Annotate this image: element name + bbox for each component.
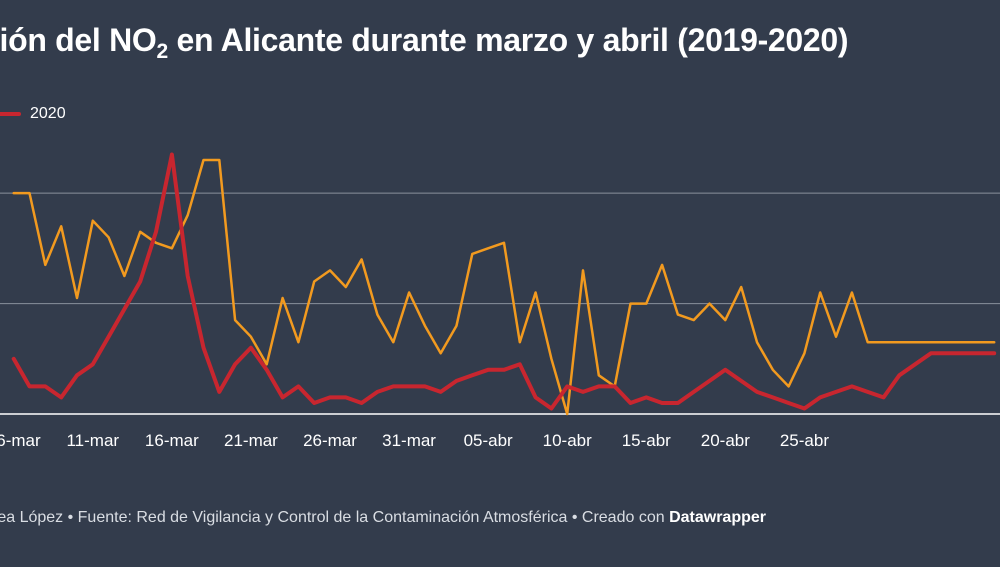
footer-text: rea López • Fuente: Red de Vigilancia y …: [0, 509, 670, 526]
legend-swatch-2020: [0, 112, 21, 116]
x-tick-label: 11-mar: [66, 431, 119, 450]
footer-brand: Datawrapper: [669, 509, 766, 526]
x-tick-label: 26-mar: [303, 431, 357, 450]
x-tick-label: 05-abr: [464, 431, 513, 450]
x-tick-label: 15-abr: [622, 431, 671, 450]
series-line-2019: [12, 158, 996, 416]
x-tick-label: 31-mar: [382, 431, 436, 450]
x-tick-label: 20-abr: [701, 431, 750, 450]
series-line-2020: [11, 152, 997, 411]
title-text-start: ción del NO: [0, 22, 157, 58]
x-tick-label: 16-mar: [145, 431, 199, 450]
title-subscript: 2: [156, 40, 169, 63]
legend: 2020: [0, 105, 66, 123]
x-tick-label: 21-mar: [224, 431, 278, 450]
x-tick-label: 10-abr: [543, 431, 592, 450]
x-tick-label: 25-abr: [780, 431, 829, 450]
title-text-end: en Alicante durante marzo y abril (2019-…: [167, 22, 849, 58]
x-tick-label: 06-mar: [0, 431, 41, 450]
chart-title: ción del NO2 en Alicante durante marzo y…: [0, 22, 849, 62]
legend-label-2020: 2020: [30, 105, 66, 122]
footer-credits: rea López • Fuente: Red de Vigilancia y …: [0, 509, 766, 527]
